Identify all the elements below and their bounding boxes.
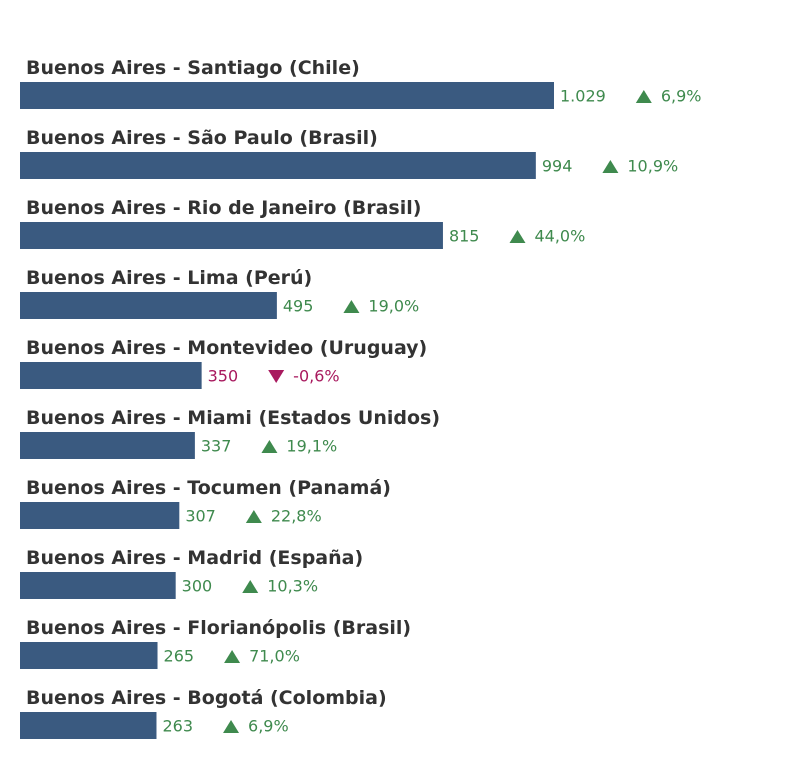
change-arrow — [602, 160, 619, 173]
value-label: 1.029 — [560, 87, 606, 106]
category-label: Buenos Aires - Santiago (Chile) — [26, 57, 360, 79]
value-label: 300 — [182, 577, 213, 596]
value-label: 265 — [164, 647, 195, 666]
change-arrow — [224, 650, 241, 663]
change-label: 6,9% — [248, 717, 289, 736]
change-label: 19,1% — [286, 437, 337, 456]
change-label: 10,3% — [267, 577, 318, 596]
change-arrow — [268, 370, 285, 383]
category-label: Buenos Aires - Lima (Perú) — [26, 267, 312, 289]
change-arrow — [223, 720, 240, 733]
bar — [20, 432, 195, 459]
category-label: Buenos Aires - Madrid (España) — [26, 547, 363, 569]
value-label: 994 — [542, 157, 573, 176]
bar — [20, 572, 176, 599]
change-label: 19,0% — [368, 297, 419, 316]
bar — [20, 82, 554, 109]
bar — [20, 502, 180, 529]
category-label: Buenos Aires - Montevideo (Uruguay) — [26, 337, 427, 359]
value-label: 307 — [185, 507, 216, 526]
change-label: -0,6% — [293, 367, 339, 386]
bar — [20, 642, 158, 669]
change-arrow — [261, 440, 278, 453]
change-label: 71,0% — [249, 647, 300, 666]
value-label: 337 — [201, 437, 232, 456]
change-arrow — [635, 90, 652, 103]
change-arrow — [343, 300, 360, 313]
change-arrow — [242, 580, 259, 593]
change-label: 44,0% — [534, 227, 585, 246]
bar — [20, 222, 443, 249]
change-label: 22,8% — [271, 507, 322, 526]
category-label: Buenos Aires - Bogotá (Colombia) — [26, 687, 387, 709]
bar — [20, 152, 536, 179]
value-label: 495 — [283, 297, 314, 316]
category-label: Buenos Aires - Florianópolis (Brasil) — [26, 617, 411, 639]
value-label: 350 — [208, 367, 239, 386]
value-label: 263 — [162, 717, 193, 736]
change-label: 6,9% — [661, 87, 702, 106]
bar — [20, 362, 202, 389]
change-arrow — [509, 230, 526, 243]
change-label: 10,9% — [627, 157, 678, 176]
change-arrow — [245, 510, 262, 523]
bar — [20, 292, 277, 319]
bar — [20, 712, 157, 739]
value-label: 815 — [449, 227, 480, 246]
category-label: Buenos Aires - Tocumen (Panamá) — [26, 477, 391, 499]
category-label: Buenos Aires - Rio de Janeiro (Brasil) — [26, 197, 421, 219]
category-label: Buenos Aires - Miami (Estados Unidos) — [26, 407, 440, 429]
category-label: Buenos Aires - São Paulo (Brasil) — [26, 127, 378, 149]
